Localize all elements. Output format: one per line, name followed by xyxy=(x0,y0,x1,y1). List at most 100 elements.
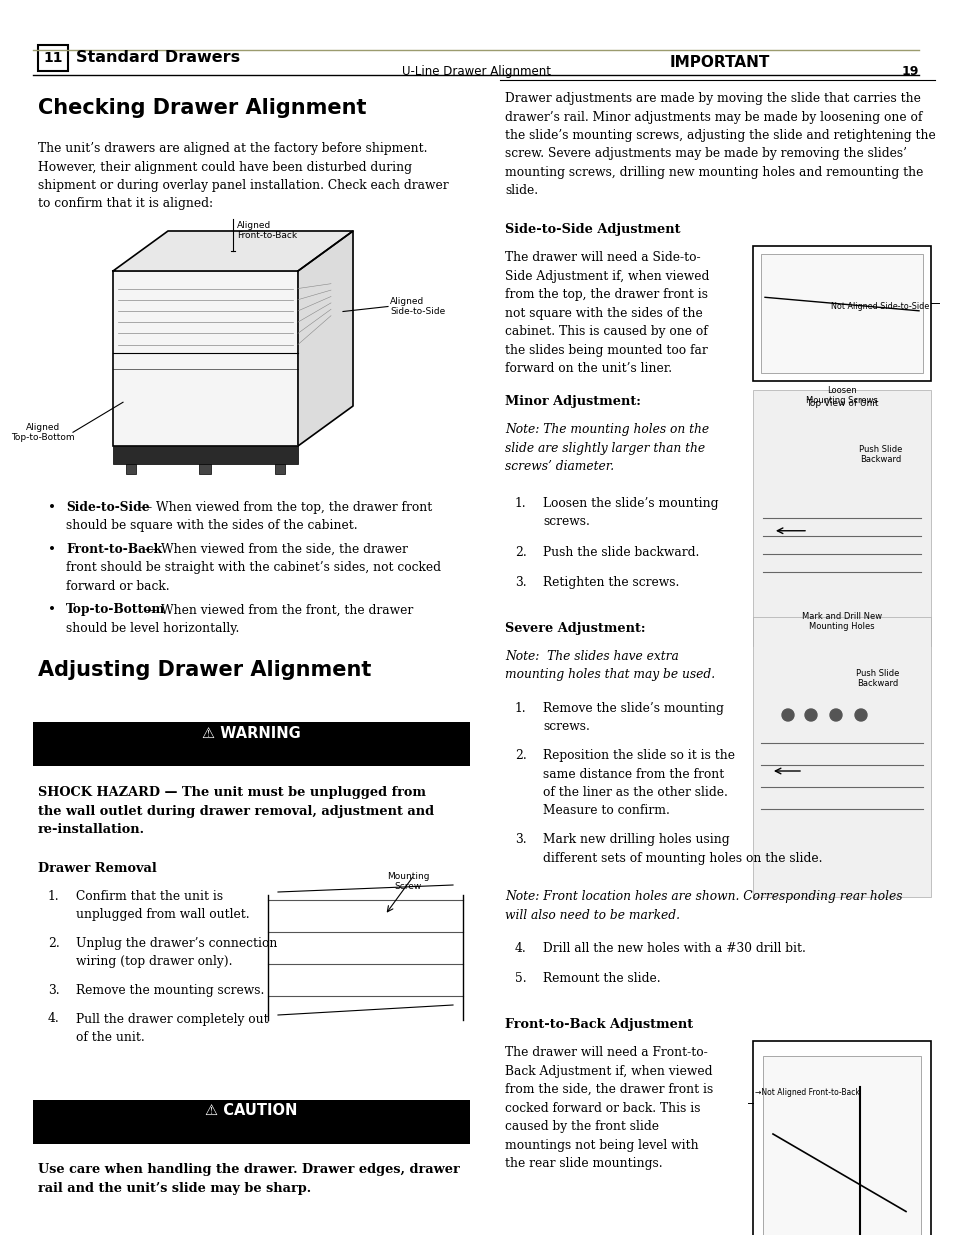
Polygon shape xyxy=(297,231,353,446)
Text: screws’ diameter.: screws’ diameter. xyxy=(504,461,614,473)
Text: cabinet. This is caused by one of: cabinet. This is caused by one of xyxy=(504,325,707,338)
Text: SHOCK HAZARD — The unit must be unplugged from: SHOCK HAZARD — The unit must be unplugge… xyxy=(38,787,426,799)
Text: to confirm that it is aligned:: to confirm that it is aligned: xyxy=(38,198,213,210)
Text: — When viewed from the top, the drawer front: — When viewed from the top, the drawer f… xyxy=(135,501,432,514)
Text: Front-to-Back: Front-to-Back xyxy=(66,543,162,556)
Text: The unit’s drawers are aligned at the factory before shipment.: The unit’s drawers are aligned at the fa… xyxy=(38,142,427,156)
Text: drawer’s rail. Minor adjustments may be made by loosening one of: drawer’s rail. Minor adjustments may be … xyxy=(504,110,922,124)
Text: screws.: screws. xyxy=(542,515,589,529)
Text: — When viewed from the side, the drawer: — When viewed from the side, the drawer xyxy=(141,543,408,556)
Text: Unplug the drawer’s connection: Unplug the drawer’s connection xyxy=(76,937,277,950)
Bar xyxy=(760,254,923,373)
Text: wiring (top drawer only).: wiring (top drawer only). xyxy=(76,956,233,968)
Text: →Not Aligned Front-to-Back: →Not Aligned Front-to-Back xyxy=(754,1088,859,1097)
Text: Use care when handling the drawer. Drawer edges, drawer: Use care when handling the drawer. Drawe… xyxy=(38,1163,459,1177)
Text: 2.: 2. xyxy=(48,937,60,950)
Text: 3.: 3. xyxy=(515,577,526,589)
Text: forward or back.: forward or back. xyxy=(66,580,170,593)
Text: unplugged from wall outlet.: unplugged from wall outlet. xyxy=(76,909,250,921)
Bar xyxy=(33,1099,470,1121)
Text: from the top, the drawer front is: from the top, the drawer front is xyxy=(504,288,707,301)
Text: IMPORTANT: IMPORTANT xyxy=(669,56,769,70)
Text: 1.: 1. xyxy=(48,890,59,903)
Text: Top-to-Bottom: Top-to-Bottom xyxy=(66,604,165,616)
Bar xyxy=(752,1041,930,1235)
Text: mounting holes that may be used.: mounting holes that may be used. xyxy=(504,668,715,682)
Bar xyxy=(126,464,136,474)
Text: of the unit.: of the unit. xyxy=(76,1031,145,1044)
Text: Aligned
Front-to-Back: Aligned Front-to-Back xyxy=(236,221,296,241)
Circle shape xyxy=(781,709,793,721)
Bar xyxy=(274,464,285,474)
Text: the wall outlet during drawer removal, adjustment and: the wall outlet during drawer removal, a… xyxy=(38,805,434,818)
Text: mounting screws, drilling new mounting holes and remounting the: mounting screws, drilling new mounting h… xyxy=(504,165,923,179)
Text: Drawer Removal: Drawer Removal xyxy=(38,862,156,876)
Text: •: • xyxy=(48,604,56,618)
Text: Mounting
Screw: Mounting Screw xyxy=(387,872,429,892)
Text: Standard Drawers: Standard Drawers xyxy=(76,51,240,65)
Text: 1.: 1. xyxy=(515,701,526,715)
Text: The drawer will need a Front-to-: The drawer will need a Front-to- xyxy=(504,1046,707,1058)
Text: screw. Severe adjustments may be made by removing the slides’: screw. Severe adjustments may be made by… xyxy=(504,147,906,161)
Text: should be level horizontally.: should be level horizontally. xyxy=(66,622,239,635)
Text: Aligned
Top-to-Bottom: Aligned Top-to-Bottom xyxy=(11,422,74,442)
Text: Side-to-Side: Side-to-Side xyxy=(66,501,150,514)
Text: same distance from the front: same distance from the front xyxy=(542,767,723,781)
Text: Reposition the slide so it is the: Reposition the slide so it is the xyxy=(542,748,734,762)
Text: Side-to-Side Adjustment: Side-to-Side Adjustment xyxy=(504,224,679,236)
Bar xyxy=(752,618,930,897)
Text: forward on the unit’s liner.: forward on the unit’s liner. xyxy=(504,362,672,375)
Text: Push the slide backward.: Push the slide backward. xyxy=(542,546,699,559)
Text: Loosen
Mounting Screws: Loosen Mounting Screws xyxy=(805,385,877,405)
Text: Note:  The slides have extra: Note: The slides have extra xyxy=(504,650,678,663)
Text: from the side, the drawer front is: from the side, the drawer front is xyxy=(504,1083,713,1095)
Bar xyxy=(112,446,297,464)
Bar xyxy=(33,745,470,767)
Text: •: • xyxy=(48,501,56,515)
Circle shape xyxy=(854,709,866,721)
Text: Checking Drawer Alignment: Checking Drawer Alignment xyxy=(38,98,366,119)
Text: caused by the front slide: caused by the front slide xyxy=(504,1120,659,1132)
Text: The drawer will need a Side-to-: The drawer will need a Side-to- xyxy=(504,251,700,264)
Bar xyxy=(762,1056,920,1235)
Text: the rear slide mountings.: the rear slide mountings. xyxy=(504,1157,662,1170)
Text: 2.: 2. xyxy=(515,748,526,762)
Text: rail and the unit’s slide may be sharp.: rail and the unit’s slide may be sharp. xyxy=(38,1182,311,1195)
Text: Confirm that the unit is: Confirm that the unit is xyxy=(76,890,223,903)
Text: Mark and Drill New
Mounting Holes: Mark and Drill New Mounting Holes xyxy=(801,613,882,631)
Bar xyxy=(752,390,930,646)
Text: Top View of Unit: Top View of Unit xyxy=(805,399,878,408)
Text: front should be straight with the cabinet’s sides, not cocked: front should be straight with the cabine… xyxy=(66,562,440,574)
Text: Note: Front location holes are shown. Corresponding rear holes: Note: Front location holes are shown. Co… xyxy=(504,890,902,903)
Text: 4.: 4. xyxy=(48,1013,60,1025)
Text: shipment or during overlay panel installation. Check each drawer: shipment or during overlay panel install… xyxy=(38,179,448,191)
Text: of the liner as the other slide.: of the liner as the other slide. xyxy=(542,785,727,799)
Circle shape xyxy=(804,709,816,721)
Bar xyxy=(112,270,297,446)
Text: Push Slide
Backward: Push Slide Backward xyxy=(855,669,899,688)
Text: •: • xyxy=(48,543,56,557)
Bar xyxy=(752,246,930,382)
Text: Severe Adjustment:: Severe Adjustment: xyxy=(504,622,645,635)
Text: Pull the drawer completely out: Pull the drawer completely out xyxy=(76,1013,269,1025)
Text: will also need to be marked.: will also need to be marked. xyxy=(504,909,679,921)
Text: different sets of mounting holes on the slide.: different sets of mounting holes on the … xyxy=(542,851,821,864)
Text: — When viewed from the front, the drawer: — When viewed from the front, the drawer xyxy=(141,604,414,616)
Text: 19: 19 xyxy=(901,65,918,78)
Bar xyxy=(199,464,212,474)
Text: 11: 11 xyxy=(43,51,63,65)
Text: Minor Adjustment:: Minor Adjustment: xyxy=(504,395,640,409)
Text: not square with the sides of the: not square with the sides of the xyxy=(504,306,702,320)
Text: 2.: 2. xyxy=(515,546,526,559)
Text: the slides being mounted too far: the slides being mounted too far xyxy=(504,343,707,357)
Text: Remount the slide.: Remount the slide. xyxy=(542,972,659,986)
Text: slide are slightly larger than the: slide are slightly larger than the xyxy=(504,442,704,454)
Text: 4.: 4. xyxy=(515,942,526,955)
Text: screws.: screws. xyxy=(542,720,589,734)
Text: Drawer adjustments are made by moving the slide that carries the: Drawer adjustments are made by moving th… xyxy=(504,91,920,105)
Text: Back Adjustment if, when viewed: Back Adjustment if, when viewed xyxy=(504,1065,712,1077)
Text: slide.: slide. xyxy=(504,184,537,198)
Text: Note: The mounting holes on the: Note: The mounting holes on the xyxy=(504,424,708,436)
Polygon shape xyxy=(112,231,353,270)
Text: Loosen the slide’s mounting: Loosen the slide’s mounting xyxy=(542,496,718,510)
